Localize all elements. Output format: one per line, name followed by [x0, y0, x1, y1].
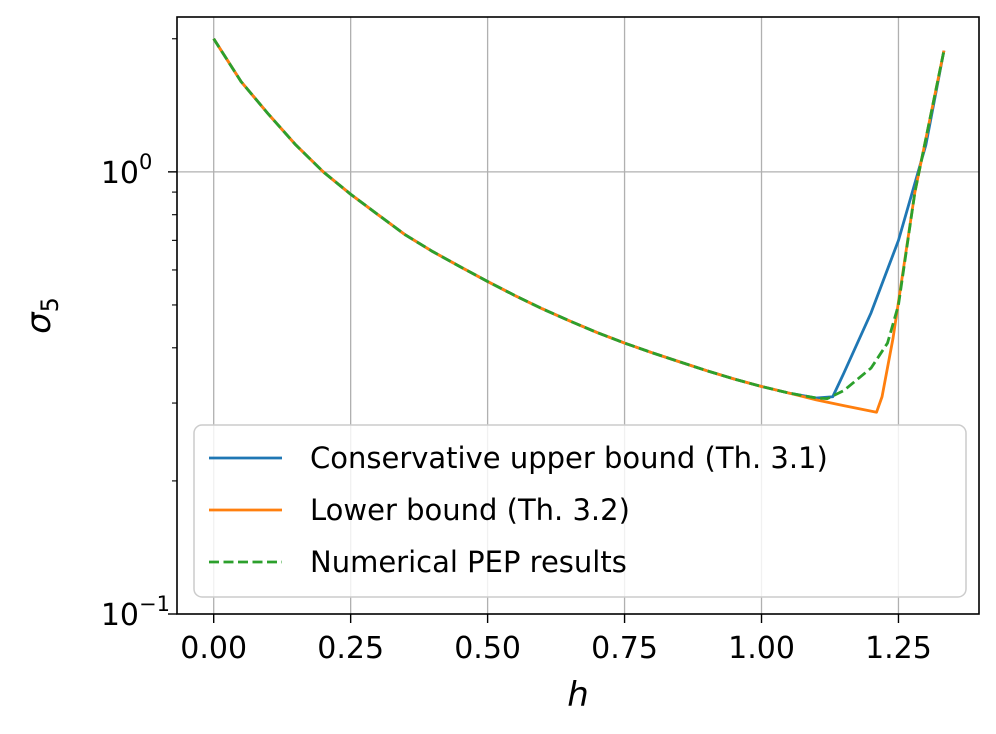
legend-label-3: Numerical PEP results	[310, 545, 627, 579]
legend-box	[193, 424, 967, 598]
y-tick-label-exponent: 0	[139, 150, 152, 174]
series-layer	[212, 38, 946, 414]
x-tick-label: 0.50	[454, 631, 521, 666]
y-tick-label: 10	[101, 598, 139, 633]
ticks	[168, 38, 900, 623]
y-axis-label-subscript: 5	[36, 297, 64, 312]
series-line-3	[212, 38, 946, 401]
y-axis-label-symbol: σ	[19, 311, 59, 334]
y-tick-label-base: 10	[101, 156, 139, 191]
x-tick-label: 0.25	[317, 631, 384, 666]
y-axis-label: σ5	[19, 297, 64, 334]
legend-label-2: Lower bound (Th. 3.2)	[310, 493, 630, 527]
y-tick-label-base: 10	[101, 598, 139, 633]
y-tick-label: 10	[101, 156, 139, 191]
legend: Conservative upper bound (Th. 3.1) Lower …	[193, 424, 967, 598]
x-tick-label: 0.00	[180, 631, 247, 666]
legend-label-1: Conservative upper bound (Th. 3.1)	[310, 441, 828, 475]
x-tick-label: 1.25	[865, 631, 932, 666]
x-tick-label: 1.00	[728, 631, 795, 666]
y-tick-label-exponent: −1	[139, 592, 170, 616]
x-tick-label: 0.75	[591, 631, 658, 666]
x-axis-label: h	[567, 675, 589, 715]
plot-frame	[176, 16, 980, 615]
